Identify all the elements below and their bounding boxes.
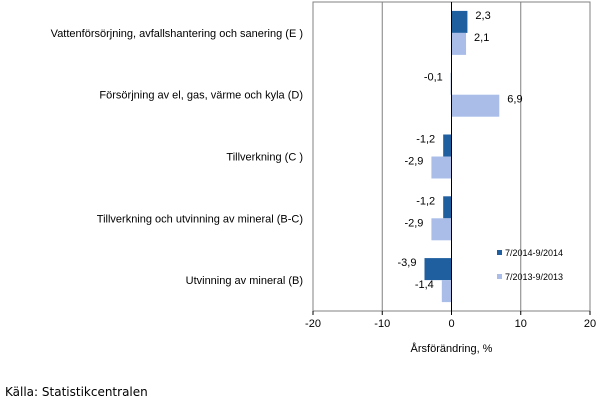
x-axis-title: Årsförändring, % <box>411 342 493 355</box>
category-label: Tillverkning och utvinning av mineral (B… <box>97 213 303 225</box>
bar <box>431 156 452 179</box>
legend-swatch <box>497 274 502 279</box>
category-label: Utvinning av mineral (B) <box>186 275 303 287</box>
category-label: Tillverkning (C ) <box>226 152 303 164</box>
x-tick-label: -10 <box>374 318 390 330</box>
value-labels: 2,3 2,1 -0,1 6,9 -1,2 -2,9 -1,2 -2,9 -3,9 -1,4 <box>398 10 523 291</box>
bar <box>451 10 468 33</box>
x-tick-label: -20 <box>305 318 321 330</box>
bar <box>441 280 452 303</box>
x-tick-label: 20 <box>584 318 596 330</box>
value-label: -2,9 <box>404 156 423 168</box>
value-label: -2,9 <box>404 217 423 229</box>
category-label: Vattenförsörjning, avfallshantering och … <box>51 28 303 40</box>
legend-swatch <box>497 250 502 255</box>
legend: 7/2014-9/2014 7/2013-9/2013 <box>497 248 563 282</box>
legend-label: 7/2014-9/2014 <box>505 248 563 258</box>
bar <box>443 196 452 219</box>
value-label: -0,1 <box>424 72 443 84</box>
source-note: Källa: Statistikcentralen <box>5 385 148 399</box>
bar <box>451 32 467 55</box>
bar <box>451 94 500 117</box>
bar <box>431 218 452 241</box>
x-tick-label: 10 <box>515 318 527 330</box>
value-label: 2,3 <box>475 10 490 22</box>
legend-label: 7/2013-9/2013 <box>505 272 563 282</box>
value-label: -1,4 <box>415 279 434 291</box>
value-label: -3,9 <box>398 257 417 269</box>
category-label: Försörjning av el, gas, värme och kyla (… <box>99 90 303 102</box>
x-tick-label: 0 <box>448 318 454 330</box>
bar <box>443 134 452 157</box>
value-label: -1,2 <box>416 134 435 146</box>
bars <box>424 10 500 303</box>
value-label: 6,9 <box>507 94 522 106</box>
x-ticks: -20 -10 0 10 20 <box>305 311 596 330</box>
bar <box>424 258 452 281</box>
value-label: 2,1 <box>474 32 489 44</box>
value-label: -1,2 <box>416 195 435 207</box>
grid-lines <box>381 2 522 311</box>
category-labels: Vattenförsörjning, avfallshantering och … <box>51 28 303 287</box>
